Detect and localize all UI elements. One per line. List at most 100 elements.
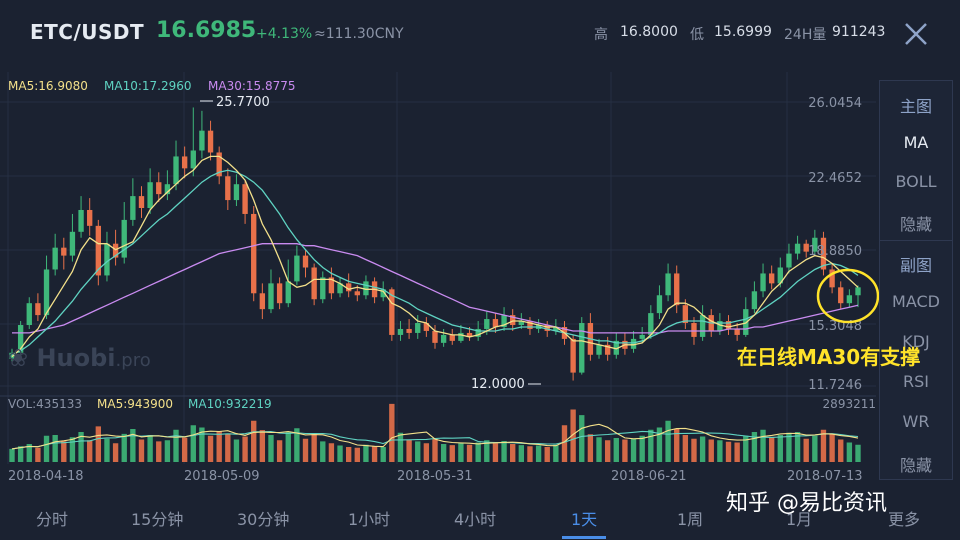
volume-bar: [130, 429, 136, 462]
volume-bar: [708, 439, 714, 462]
candle-body: [130, 196, 136, 220]
volume-bar: [743, 435, 749, 462]
volume-bar: [527, 446, 533, 462]
volume-bar: [61, 441, 67, 462]
price-tick: 26.0454: [808, 96, 862, 111]
indicator-wr[interactable]: WR: [902, 412, 930, 431]
candle-body: [52, 247, 58, 270]
volume-bar: [803, 438, 809, 462]
volume-bar: [112, 443, 119, 462]
low-marker-label: 12.0000: [471, 377, 525, 392]
sub-hide[interactable]: 隐藏: [899, 456, 932, 475]
candle-body: [570, 338, 576, 373]
candle-body: [768, 273, 775, 284]
candle-body: [302, 255, 309, 268]
price-tick: 22.4652: [808, 171, 862, 186]
ma10-legend: MA10:17.2960: [104, 79, 192, 93]
tab-15m[interactable]: 15分钟: [131, 510, 184, 529]
volume-bar: [216, 431, 222, 462]
candle-body: [294, 255, 300, 282]
volume-bar: [466, 444, 473, 462]
volume-bar: [717, 440, 723, 462]
candle-body: [26, 303, 32, 326]
indicator-kdj[interactable]: KDJ: [902, 332, 930, 351]
volume-bar: [328, 443, 335, 462]
high-label: 高: [594, 27, 608, 43]
side-divider: [880, 240, 952, 241]
tab-4h[interactable]: 4小时: [454, 510, 497, 529]
volume-bar: [78, 432, 84, 462]
price-tick: 11.7246: [808, 378, 862, 393]
volume-bar: [432, 438, 438, 462]
indicator-boll[interactable]: BOLL: [895, 172, 937, 191]
candle-body: [838, 287, 844, 304]
tab-more[interactable]: 更多: [888, 510, 921, 529]
tab-1mo[interactable]: 1月: [786, 510, 813, 529]
support-note: 在日线MA30有支撑: [737, 345, 921, 369]
volume-bar: [156, 441, 162, 462]
volume-bar: [648, 429, 654, 462]
candle-body: [87, 209, 93, 226]
main-chart-title: 主图: [899, 97, 932, 116]
volume-bar: [777, 435, 783, 462]
tab-1d[interactable]: 1天: [571, 510, 598, 529]
candle-body: [553, 326, 559, 331]
volume-bar: [613, 438, 619, 462]
candle-body: [337, 283, 343, 294]
date-tick: 2018-04-18: [8, 469, 84, 484]
tab-timeshare[interactable]: 分时: [36, 510, 69, 529]
candle-body: [320, 277, 326, 300]
volume-bar: [251, 420, 257, 462]
tab-1w[interactable]: 1周: [677, 510, 704, 529]
candle-body: [691, 323, 697, 337]
volume-bar: [665, 420, 671, 462]
candle-body: [596, 344, 602, 355]
candle-body: [527, 321, 533, 329]
vol-max-tick: 2893211: [823, 397, 876, 411]
candle-body: [311, 267, 317, 300]
price-tick: 18.8850: [808, 244, 862, 259]
indicator-rsi[interactable]: RSI: [903, 372, 929, 391]
volume-bar: [725, 441, 732, 462]
candle-body: [242, 184, 248, 214]
volume-bar: [751, 432, 758, 462]
candle-body: [760, 273, 766, 292]
volume-bar: [397, 432, 404, 462]
volume-bar: [35, 447, 41, 462]
indicator-macd[interactable]: MACD: [892, 292, 940, 311]
high-marker-label: 25.7700: [216, 95, 270, 110]
close-icon[interactable]: [900, 18, 932, 50]
volume-bar: [164, 440, 171, 462]
volume-bar: [69, 437, 76, 462]
candle-body: [743, 309, 749, 335]
volume-bar: [674, 429, 680, 462]
candle-body: [9, 352, 15, 359]
volume-bar: [225, 433, 231, 462]
candle-body: [17, 325, 24, 353]
kline-chart[interactable]: 26.0454 22.4652 18.8850 15.3048 11.7246 …: [0, 66, 880, 486]
sub-chart-title: 副图: [899, 256, 932, 275]
volume-bar: [656, 427, 663, 462]
main-hide[interactable]: 隐藏: [899, 215, 932, 234]
candle-body: [95, 225, 102, 276]
tab-1h[interactable]: 1小时: [348, 510, 391, 529]
candle-body: [43, 269, 50, 316]
candle-body: [259, 293, 266, 310]
volume-bar: [285, 432, 291, 462]
volume-bar: [52, 435, 58, 462]
tab-30m[interactable]: 30分钟: [237, 510, 290, 529]
indicator-ma[interactable]: MA: [903, 133, 929, 152]
volume-bar: [734, 442, 740, 462]
volume-bar: [768, 437, 775, 462]
volume-bar: [458, 443, 464, 462]
candle-body: [397, 328, 404, 335]
candle-body: [363, 281, 369, 296]
flame-icon: ❀: [8, 344, 29, 372]
vol-ma5-legend: MA5:943900: [97, 397, 173, 411]
candle-body: [251, 213, 257, 294]
volume-bar: [423, 443, 430, 462]
candle-body: [846, 295, 853, 304]
volume-bar: [596, 437, 602, 462]
candle-body: [354, 291, 360, 296]
volume-bar: [380, 447, 386, 462]
